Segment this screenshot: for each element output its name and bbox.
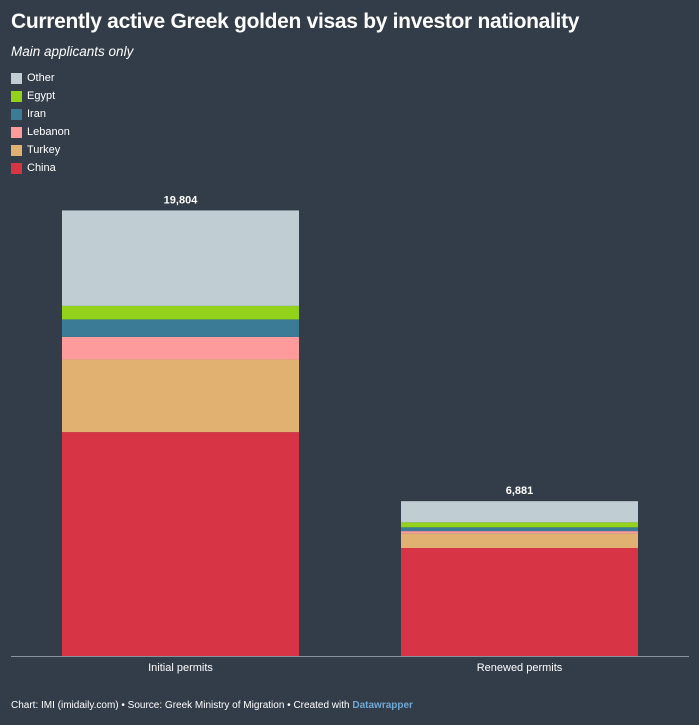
bar-segment-iran [401,527,638,532]
legend-swatch-lebanon [11,126,22,138]
legend-swatch-turkey [11,144,22,156]
legend-swatch-egypt [11,90,22,102]
footer-created-with: Created with [293,700,353,711]
legend: Other Egypt Iran Lebanon Turkey China [11,69,70,177]
bar-segment-lebanon [401,531,638,534]
bar-segment-iran [62,319,299,337]
datawrapper-link[interactable]: Datawrapper [352,700,413,711]
bar-total-label: 19,804 [164,194,199,206]
bar-segment-lebanon [62,336,299,360]
bar-segment-china [62,432,299,656]
stacked-bar-chart: 19,804 Initial permits 6,881 Renewed permit… [11,194,689,674]
footer-source: Source: Greek Ministry of Migration [127,700,285,711]
legend-swatch-china [11,162,22,174]
legend-swatch-iran [11,108,22,120]
legend-item-other: Other [11,69,70,87]
bar-segment-egypt [401,522,638,528]
bar-segment-other [401,501,638,523]
legend-label-lebanon: Lebanon [27,126,70,138]
footer-chart-credit: Chart: IMI (imidaily.com) [11,700,119,711]
bar-total-label: 6,881 [506,485,534,497]
legend-label-china: China [27,162,56,174]
legend-label-turkey: Turkey [27,144,61,156]
chart-title: Currently active Greek golden visas by i… [11,10,580,33]
legend-label-iran: Iran [27,108,46,120]
footer: Chart: IMI (imidaily.com) • Source: Gree… [11,700,413,711]
bar-segment-turkey [401,533,638,548]
footer-separator: • [284,700,294,711]
legend-item-iran: Iran [11,105,70,123]
bar-segment-china [401,548,638,656]
bar-segment-egypt [62,305,299,320]
bar-segment-turkey [62,359,299,433]
legend-item-lebanon: Lebanon [11,123,70,141]
legend-item-egypt: Egypt [11,87,70,105]
chart-subtitle: Main applicants only [11,44,134,59]
x-tick-label: Renewed permits [477,662,563,674]
legend-swatch-other [11,72,22,84]
bar-segment-other [62,210,299,306]
footer-separator: • [118,700,128,711]
x-tick-label: Initial permits [148,662,213,674]
legend-label-egypt: Egypt [27,90,56,102]
legend-item-china: China [11,159,70,177]
legend-label-other: Other [27,72,55,84]
legend-item-turkey: Turkey [11,141,70,159]
